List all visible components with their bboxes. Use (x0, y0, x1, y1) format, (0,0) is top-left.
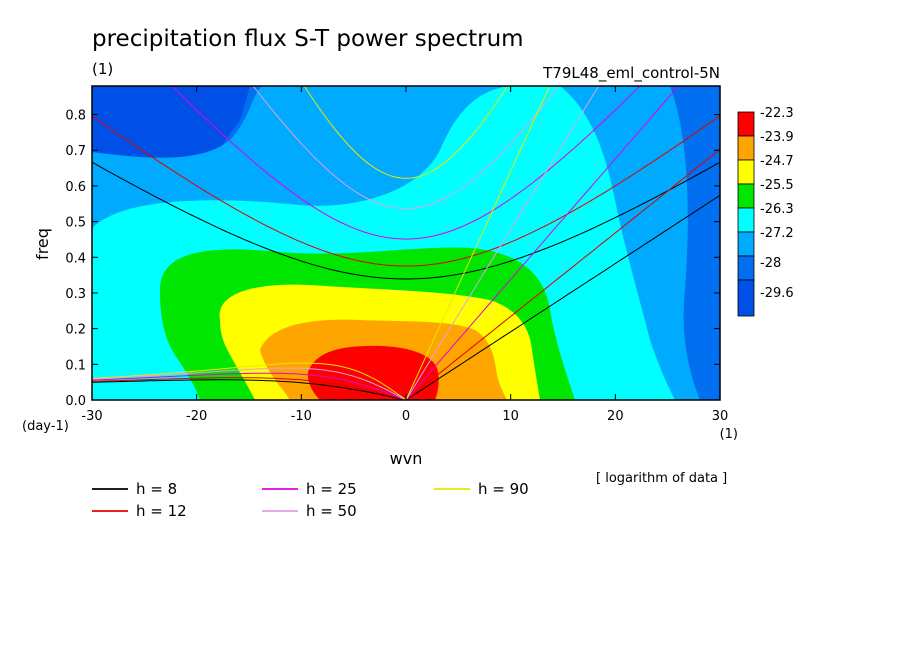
legend-label: h = 25 (306, 480, 357, 498)
colorbar-swatch (737, 183, 755, 209)
colorbar: -22.3 -23.9 -24.7 -25.5 -26.3 -27.2 -28 -29.6 (737, 106, 794, 317)
legend: h = 8 h = 12 h = 25 h = 50 h = 90 (92, 480, 529, 520)
y-tick-label: 0.3 (65, 287, 86, 302)
colorbar-swatch (737, 159, 755, 185)
contour-level-1 (307, 345, 439, 400)
kelvin-curve (405, 86, 551, 400)
x-tick-label: -20 (186, 409, 207, 424)
colorbar-label: -28 (760, 256, 781, 271)
legend-label: h = 50 (306, 502, 357, 520)
colorbar-swatch (737, 255, 755, 281)
kelvin-curve (405, 86, 600, 400)
data-note: [ logarithm of data ] (596, 471, 727, 486)
y-axis-label: freq (33, 228, 52, 260)
rossby-curve (92, 372, 407, 400)
dispersion-curves (92, 86, 720, 400)
kelvin-curve (405, 86, 680, 400)
colorbar-label: -26.3 (760, 202, 794, 217)
kelvin-curve (405, 148, 720, 400)
title-units: (1) (92, 60, 113, 78)
gravity-curve (92, 161, 720, 280)
x-units: (1) (720, 427, 738, 442)
gravity-curve (252, 86, 560, 210)
x-tick-label: 10 (502, 409, 519, 424)
y-tick-label: 0.7 (65, 144, 86, 159)
colorbar-label: -23.9 (760, 130, 794, 145)
colorbar-swatch (737, 111, 755, 137)
legend-label: h = 12 (136, 502, 187, 520)
colorbar-label: -27.2 (760, 226, 794, 241)
gravity-curve (92, 115, 720, 267)
colorbar-label: -24.7 (760, 154, 794, 169)
colorbar-swatch (737, 231, 755, 257)
x-tick-label: 30 (712, 409, 729, 424)
contour-fill (92, 86, 720, 400)
plot-area (92, 86, 720, 400)
gravity-curve (171, 86, 641, 240)
chart-title: precipitation flux S-T power spectrum (92, 26, 524, 52)
x-tick-label: 0 (402, 409, 410, 424)
y-tick-label: 0.2 (65, 323, 86, 338)
legend-label: h = 90 (478, 480, 529, 498)
kelvin-curve (405, 194, 720, 400)
rossby-curve (92, 379, 407, 400)
rossby-curve (92, 367, 407, 400)
y-tick-label: 0.6 (65, 180, 86, 195)
colorbar-label: -29.6 (760, 286, 794, 301)
y-tick-label: 0.8 (65, 109, 86, 124)
y-tick-label: 0.5 (65, 216, 86, 231)
colorbar-label: -25.5 (760, 178, 794, 193)
y-tick-label: 0.4 (65, 251, 86, 266)
x-axis: -30 -20 -10 0 10 20 30 (81, 86, 728, 424)
colorbar-label: -22.3 (760, 106, 794, 121)
colorbar-swatch (737, 207, 755, 233)
gravity-curve (303, 86, 509, 179)
colorbar-swatch (737, 135, 755, 161)
y-axis: 0.0 0.1 0.2 0.3 0.4 0.5 0.6 0.7 0.8 (65, 109, 720, 409)
x-tick-label: -10 (291, 409, 312, 424)
x-axis-label: wvn (390, 449, 423, 468)
legend-label: h = 8 (136, 480, 177, 498)
x-tick-label: -30 (81, 409, 102, 424)
rossby-curve (92, 362, 407, 400)
colorbar-swatch (737, 279, 755, 317)
y-units: (day-1) (22, 419, 69, 434)
y-tick-label: 0.0 (65, 394, 86, 409)
experiment-label: T79L48_eml_control-5N (542, 64, 720, 83)
y-tick-label: 0.1 (65, 358, 86, 373)
rossby-curve (92, 377, 407, 400)
x-tick-label: 20 (607, 409, 624, 424)
